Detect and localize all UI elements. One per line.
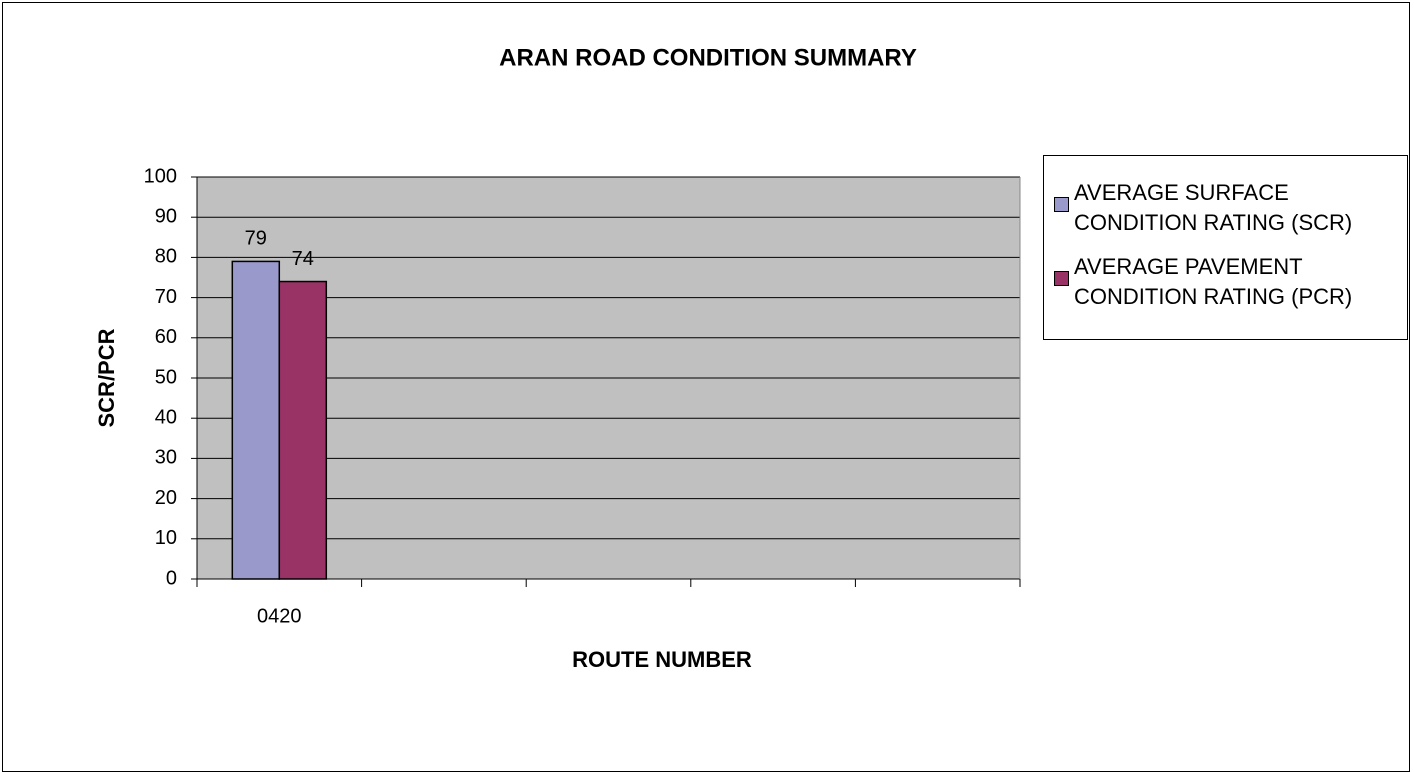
- data-label: 74: [292, 248, 314, 270]
- legend-swatch: [1054, 271, 1069, 286]
- y-tick-label: 30: [155, 447, 177, 469]
- y-tick-label: 10: [155, 527, 177, 549]
- legend-swatch: [1054, 197, 1069, 212]
- bar: [278, 280, 328, 580]
- y-tick-label: 20: [155, 487, 177, 509]
- y-tick-label: 40: [155, 406, 177, 428]
- legend-label: AVERAGE PAVEMENT CONDITION RATING (PCR): [1074, 254, 1353, 309]
- data-label: 79: [245, 228, 267, 250]
- x-axis-label: ROUTE NUMBER: [572, 647, 752, 672]
- legend-entry: AVERAGE SURFACE CONDITION RATING (SCR): [1054, 178, 1407, 238]
- y-tick-label: 60: [155, 326, 177, 348]
- bar: [231, 260, 281, 580]
- y-tick-label: 70: [155, 286, 177, 308]
- y-tick-label: 90: [155, 205, 177, 227]
- y-axis-label: SCR/PCR: [94, 328, 119, 427]
- chart-title: ARAN ROAD CONDITION SUMMARY: [499, 44, 917, 71]
- y-tick-label: 50: [155, 366, 177, 388]
- y-tick-label: 0: [166, 567, 177, 589]
- legend-label: AVERAGE SURFACE CONDITION RATING (SCR): [1074, 180, 1353, 235]
- y-tick-label: 80: [155, 246, 177, 268]
- legend-entry: AVERAGE PAVEMENT CONDITION RATING (PCR): [1054, 252, 1407, 312]
- x-tick-label: 0420: [257, 605, 302, 627]
- legend: AVERAGE SURFACE CONDITION RATING (SCR) AV…: [1043, 155, 1408, 340]
- y-tick-label: 100: [144, 165, 177, 187]
